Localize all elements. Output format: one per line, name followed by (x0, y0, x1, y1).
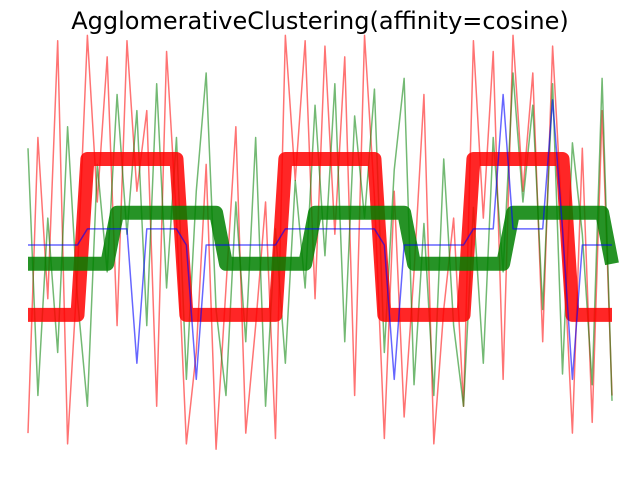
plot-area (27, 34, 619, 450)
series-line (28, 93, 612, 381)
series-line (28, 205, 619, 271)
chart-title: AgglomerativeClustering(affinity=cosine) (71, 7, 569, 35)
series-line (28, 152, 612, 322)
